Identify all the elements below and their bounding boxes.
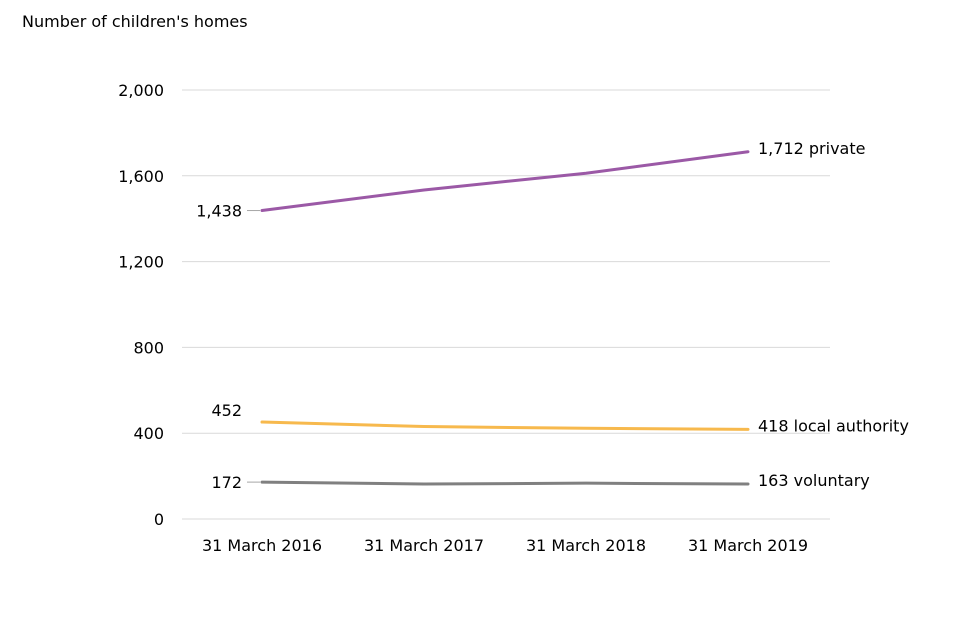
start-value-label: 1,438 <box>196 202 242 221</box>
x-tick-label: 31 March 2018 <box>526 536 646 555</box>
gridlines <box>182 89 830 520</box>
x-axis-ticks: 31 March 2016 31 March 2017 31 March 2018 3… <box>202 536 808 555</box>
end-value-label: 418 local authority <box>758 416 909 435</box>
y-axis-title: Number of children's homes <box>22 12 248 31</box>
data-labels: 1,438 1,712 private 452 418 local authority… <box>196 139 909 492</box>
y-tick-label: 400 <box>133 424 164 443</box>
y-tick-label: 2,000 <box>118 81 164 100</box>
series-lines <box>260 150 750 486</box>
y-tick-label: 0 <box>154 510 164 529</box>
x-tick-label: 31 March 2017 <box>364 536 484 555</box>
x-tick-label: 31 March 2019 <box>688 536 808 555</box>
series-line-local-authority <box>260 420 750 431</box>
series-line-private <box>260 150 750 213</box>
y-tick-label: 1,600 <box>118 167 164 186</box>
y-axis-ticks: 0 400 800 1,200 1,600 2,000 <box>118 81 164 529</box>
start-value-label: 452 <box>211 401 242 420</box>
series-line-voluntary <box>260 480 750 486</box>
y-tick-label: 800 <box>133 338 164 357</box>
y-tick-label: 1,200 <box>118 253 164 272</box>
end-value-label: 1,712 private <box>758 139 865 158</box>
end-value-label: 163 voluntary <box>758 471 870 490</box>
x-tick-label: 31 March 2016 <box>202 536 322 555</box>
start-value-label: 172 <box>211 473 242 492</box>
